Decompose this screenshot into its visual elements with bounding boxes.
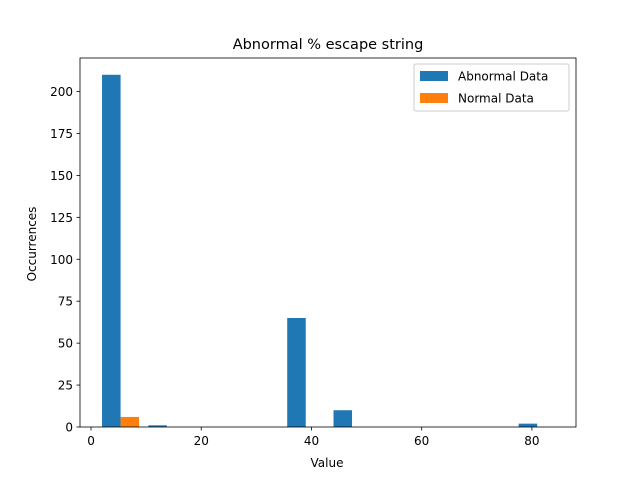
y-tick-label: 175 <box>50 127 73 141</box>
y-tick-label: 25 <box>58 379 73 393</box>
bars-layer <box>102 74 538 428</box>
y-tick-label: 150 <box>50 169 73 183</box>
legend: Abnormal Data Normal Data <box>413 63 570 112</box>
bar <box>102 74 121 428</box>
x-tick-label: 20 <box>194 434 209 448</box>
y-tick-label: 125 <box>50 211 73 225</box>
x-axis-label: Value <box>311 456 344 470</box>
y-tick-label: 0 <box>65 421 73 435</box>
bar <box>518 423 538 427</box>
y-tick-label: 50 <box>58 337 73 351</box>
bar <box>287 317 306 427</box>
y-axis-label: Occurrences <box>25 207 39 282</box>
chart-title: Abnormal % escape string <box>233 37 424 53</box>
bar <box>148 425 167 427</box>
bar <box>120 416 140 427</box>
x-tick-label: 40 <box>304 434 319 448</box>
legend-label: Normal Data <box>458 92 534 106</box>
y-tick-label: 100 <box>50 253 73 267</box>
bar <box>333 410 353 427</box>
y-tick-label: 75 <box>58 295 73 309</box>
legend-box <box>413 63 570 112</box>
legend-swatch <box>420 71 448 81</box>
plot-frame <box>79 57 577 428</box>
legend-label: Abnormal Data <box>458 70 548 84</box>
x-tick-label: 0 <box>87 434 95 448</box>
y-tick-label: 200 <box>50 85 73 99</box>
x-tick-label: 60 <box>414 434 429 448</box>
legend-swatch <box>420 93 448 103</box>
axes-layer: 0 20 40 60 80 0 25 50 75 100 125 150 175 200 <box>50 57 577 448</box>
x-tick-label: 80 <box>524 434 539 448</box>
